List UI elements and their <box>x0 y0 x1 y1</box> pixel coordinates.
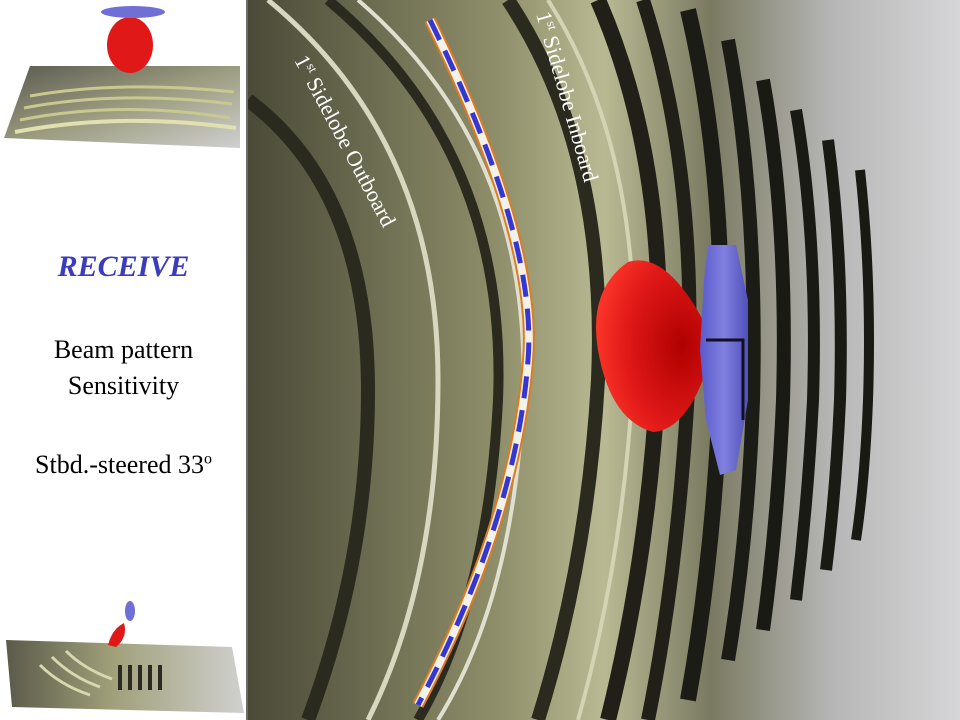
thumbnail-beam-lobe-2 <box>108 623 125 647</box>
panel-divider <box>246 0 248 720</box>
thumbnail-transducer <box>101 6 165 18</box>
thumbnail-seafloor-2 <box>6 640 244 713</box>
thumbnail-top-view <box>4 6 240 148</box>
main-beam-lobe <box>596 260 710 432</box>
thumbnail-stripes <box>19 85 235 122</box>
track-centerline <box>415 18 532 707</box>
thumbnail-bottom-view <box>6 601 244 713</box>
thumbnail-seafloor <box>4 66 240 148</box>
left-panel: RECEIVE Beam pattern Sensitivity Stbd.-s… <box>0 0 247 720</box>
caption-beam-pattern: Beam pattern <box>53 335 194 364</box>
steering-text: Stbd.-steered 33 <box>35 450 204 479</box>
thumbnail-beam-lobe <box>107 17 153 73</box>
thumbnail-transducer-2 <box>125 601 135 621</box>
transducer <box>700 245 748 475</box>
steering-degree: o <box>203 450 212 468</box>
caption-steering: Stbd.-steered 33o <box>0 450 247 480</box>
mode-title: RECEIVE <box>57 250 190 283</box>
beam-pattern-view: 1st Sidelobe Outboard 1st Sidelobe Inboa… <box>248 0 960 720</box>
track-line <box>412 17 535 708</box>
caption-sensitivity: Sensitivity <box>67 371 180 400</box>
